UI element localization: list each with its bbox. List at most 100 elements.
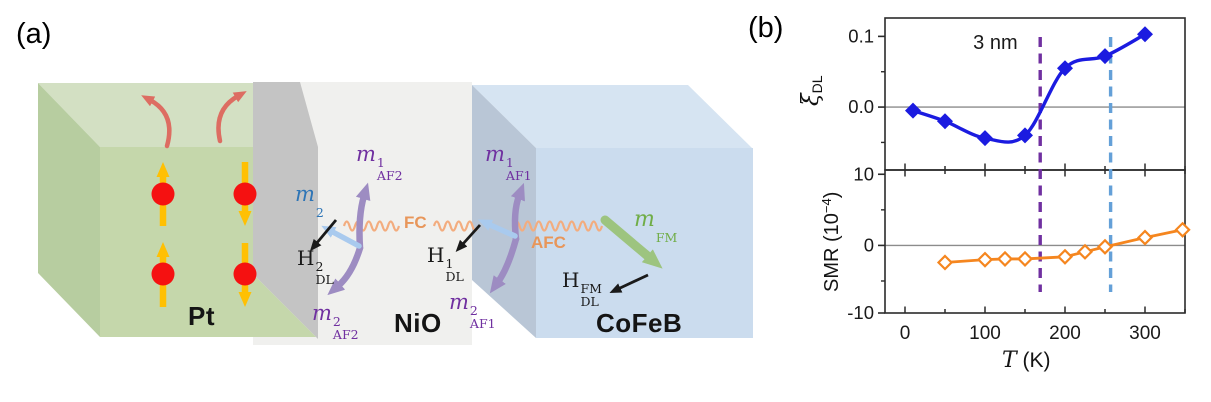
hdl1-sub: DL: [445, 269, 464, 284]
smr-vs-T-data-point: [1096, 238, 1114, 255]
xi-dl-vs-T-data-point: [937, 113, 953, 130]
m-af2-2-label: m 2 AF2: [312, 303, 359, 342]
cofeb-layer-label: CoFeB: [596, 308, 683, 338]
m-af2-2-sup: 2: [332, 314, 341, 330]
smr-vs-T-data-point: [936, 254, 954, 271]
panel-a-letter: (a): [16, 18, 52, 50]
m2-base: m: [295, 182, 315, 206]
nio-cofeb-interface-face: [472, 85, 536, 338]
thickness-annotation: 3 nm: [973, 32, 1017, 54]
pt-left-face: [38, 83, 100, 337]
deflection-arrow-left: [141, 95, 172, 149]
nio-layer-label: NiO: [394, 308, 442, 338]
smr-axis-label: SMR (10−4): [819, 191, 843, 292]
m-af1-1-label: m 1 AF1: [485, 144, 532, 183]
m-af1-1-scripts: 1 AF1: [505, 156, 532, 183]
hdl-fm-scripts: FM DL: [580, 281, 602, 309]
m-af1-2-arrow: [489, 235, 520, 294]
panel-a-diagram: [38, 82, 753, 345]
hdl2-label: H 2 DL: [297, 248, 334, 287]
xi-dl-vs-T-data-point: [1137, 26, 1153, 43]
smr-vs-T-data-point: [1016, 250, 1034, 267]
smr-axis-suffix: ): [821, 191, 843, 199]
fc-wave-left: [342, 220, 401, 232]
m-af2-1-base: m: [356, 142, 376, 166]
xi-dl-vs-T-ytick-label: 0.1: [848, 25, 874, 46]
smr-vs-T-frame: [884, 169, 1186, 314]
m-af2-1-sup: 1: [376, 155, 385, 171]
m-af1-1-sub: AF1: [505, 168, 532, 183]
m-af2-1-arrow: [355, 182, 371, 252]
m-fm-base: m: [634, 207, 655, 232]
xi-dl-axis-base: ξ: [798, 93, 824, 106]
smr-vs-T-ytick-label: 10: [853, 163, 874, 184]
m-af2-1-scripts: 1 AF2: [376, 155, 403, 183]
m-af1-2-sub: AF1: [469, 316, 496, 331]
m-fm-scripts: FM: [656, 220, 677, 245]
temperature-tick-label: 200: [1049, 323, 1081, 344]
temperature-tick-label: 0: [900, 323, 911, 344]
smr-vs-T-data-point: [1174, 221, 1191, 238]
m-af2-1-sub: AF2: [376, 168, 403, 183]
hdl1-field-arrow: [455, 224, 482, 253]
electron-dot-3: [151, 262, 175, 286]
m-fm-sub: FM: [655, 230, 678, 246]
hdl-fm-sup: FM: [580, 281, 602, 297]
pt-bottom-wedge: [253, 274, 316, 337]
m-af1-2-scripts: 2 AF1: [469, 303, 496, 331]
m-af1-1-base: m: [485, 142, 505, 166]
smr-axis-base: SMR (10: [821, 213, 843, 292]
temperature-axis-suffix: (K): [1016, 349, 1051, 372]
m-af2-2-arrow: [327, 244, 364, 296]
m-af1-2-label: m 2 AF1: [449, 292, 496, 331]
pt-front-face: [100, 147, 253, 337]
m-af1-2-sup: 2: [469, 303, 478, 319]
hdl2-sub: DL: [315, 272, 334, 287]
hdl1-label: H 1 DL: [427, 245, 464, 284]
smr-vs-T-data-point: [976, 251, 994, 268]
afc-coupling-label: AFC: [531, 233, 566, 252]
smr-vs-T-data-point: [1076, 243, 1094, 260]
deflection-arrow-right: [216, 91, 247, 144]
m-af2-2-base: m: [312, 301, 332, 325]
smr-vs-T-ytick-label: 0: [864, 234, 874, 255]
hdl1-sup: 1: [445, 256, 454, 272]
hdl2-field-arrow: [309, 219, 338, 252]
smr-vs-T-data-point: [1136, 229, 1154, 246]
electron-dot-1: [151, 182, 175, 206]
fc-wave-right: [432, 220, 480, 232]
temperature-tick-label: 100: [969, 323, 1001, 344]
xi-dl-vs-T-ytick-label: 0.0: [848, 96, 874, 117]
temperature-axis-base: T: [1002, 348, 1017, 373]
m-fm-label: m FM: [634, 209, 677, 245]
m-af2-2-sub: AF2: [332, 327, 359, 342]
m2-net-moment-arrow: [321, 225, 362, 249]
pt-nio-interface-face: [253, 82, 318, 339]
afc-wave: [512, 220, 604, 232]
temperature-axis-label: T (K): [1002, 350, 1051, 372]
xi-dl-vs-T-data-point: [905, 102, 921, 119]
smr-vs-T-data-point: [996, 250, 1014, 267]
m2-sub: 2: [315, 205, 324, 221]
xi-dl-vs-T-data-point: [1057, 60, 1073, 77]
m2-scripts: 2: [316, 195, 324, 220]
panel-b-letter: (b): [748, 12, 784, 44]
xi-dl-vs-T-data-point: [1097, 48, 1113, 65]
pt-layer-label: Pt: [188, 301, 215, 331]
hdl2-sup: 2: [315, 259, 324, 275]
smr-vs-T-data-point: [1056, 248, 1074, 265]
temperature-tick-label: 300: [1129, 323, 1161, 344]
hdl-fm-base: H: [562, 268, 580, 292]
xi-dl-axis-sub: DL: [809, 75, 825, 94]
smr-axis-sup: −4: [819, 198, 834, 214]
xi-dl-vs-T-frame: [884, 17, 1186, 171]
cofeb-front-face: [536, 148, 753, 338]
m-fm-arrow: [600, 215, 663, 269]
hdl-fm-field-arrow: [609, 273, 649, 294]
hdl-fm-label: H FM DL: [562, 270, 602, 309]
smr-vs-T-ytick-label: -10: [847, 302, 874, 323]
